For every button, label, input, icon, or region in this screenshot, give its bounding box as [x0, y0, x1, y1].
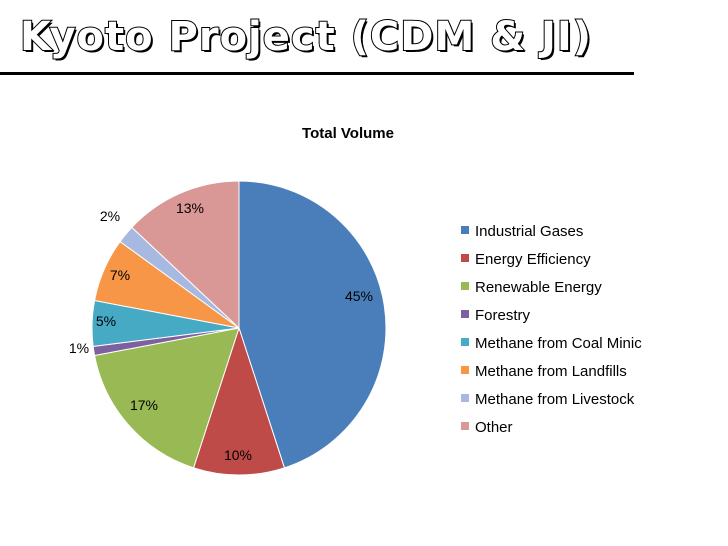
data-label-0: 45% [345, 288, 373, 304]
pie-slice-0 [238, 180, 387, 469]
legend-swatch-4 [461, 338, 469, 346]
legend-label-6: Methane from Livestock [475, 391, 635, 408]
legend-swatch-1 [461, 254, 469, 262]
legend-label-7: Other [475, 419, 513, 436]
legend-label-1: Energy Efficiency [475, 251, 591, 268]
data-label-3: 1% [69, 340, 89, 356]
legend-swatch-7 [461, 422, 469, 430]
legend-swatch-6 [461, 394, 469, 402]
slide-title: Kyoto Project (CDM & JI) [19, 13, 593, 61]
pie-slice-1 [192, 326, 286, 476]
legend-label-0: Industrial Gases [475, 223, 583, 240]
data-label-1: 10% [224, 447, 252, 463]
pie-slice-7 [131, 180, 240, 330]
title-underline [0, 72, 634, 75]
data-label-6: 2% [100, 208, 120, 224]
pie-slice-2 [94, 327, 240, 469]
chart-title: Total Volume [302, 125, 394, 142]
legend-label-4: Methane from Coal Minic [475, 335, 642, 352]
legend-label-2: Renewable Energy [475, 279, 602, 296]
legend-label-3: Forestry [475, 307, 531, 324]
data-label-2: 17% [130, 397, 158, 413]
data-label-5: 7% [110, 267, 130, 283]
data-label-7: 13% [176, 200, 204, 216]
legend-label-5: Methane from Landfills [475, 363, 627, 380]
legend-swatch-2 [461, 282, 469, 290]
legend-swatch-5 [461, 366, 469, 374]
data-label-4: 5% [96, 313, 116, 329]
legend-swatch-3 [461, 310, 469, 318]
legend-swatch-0 [461, 226, 469, 234]
